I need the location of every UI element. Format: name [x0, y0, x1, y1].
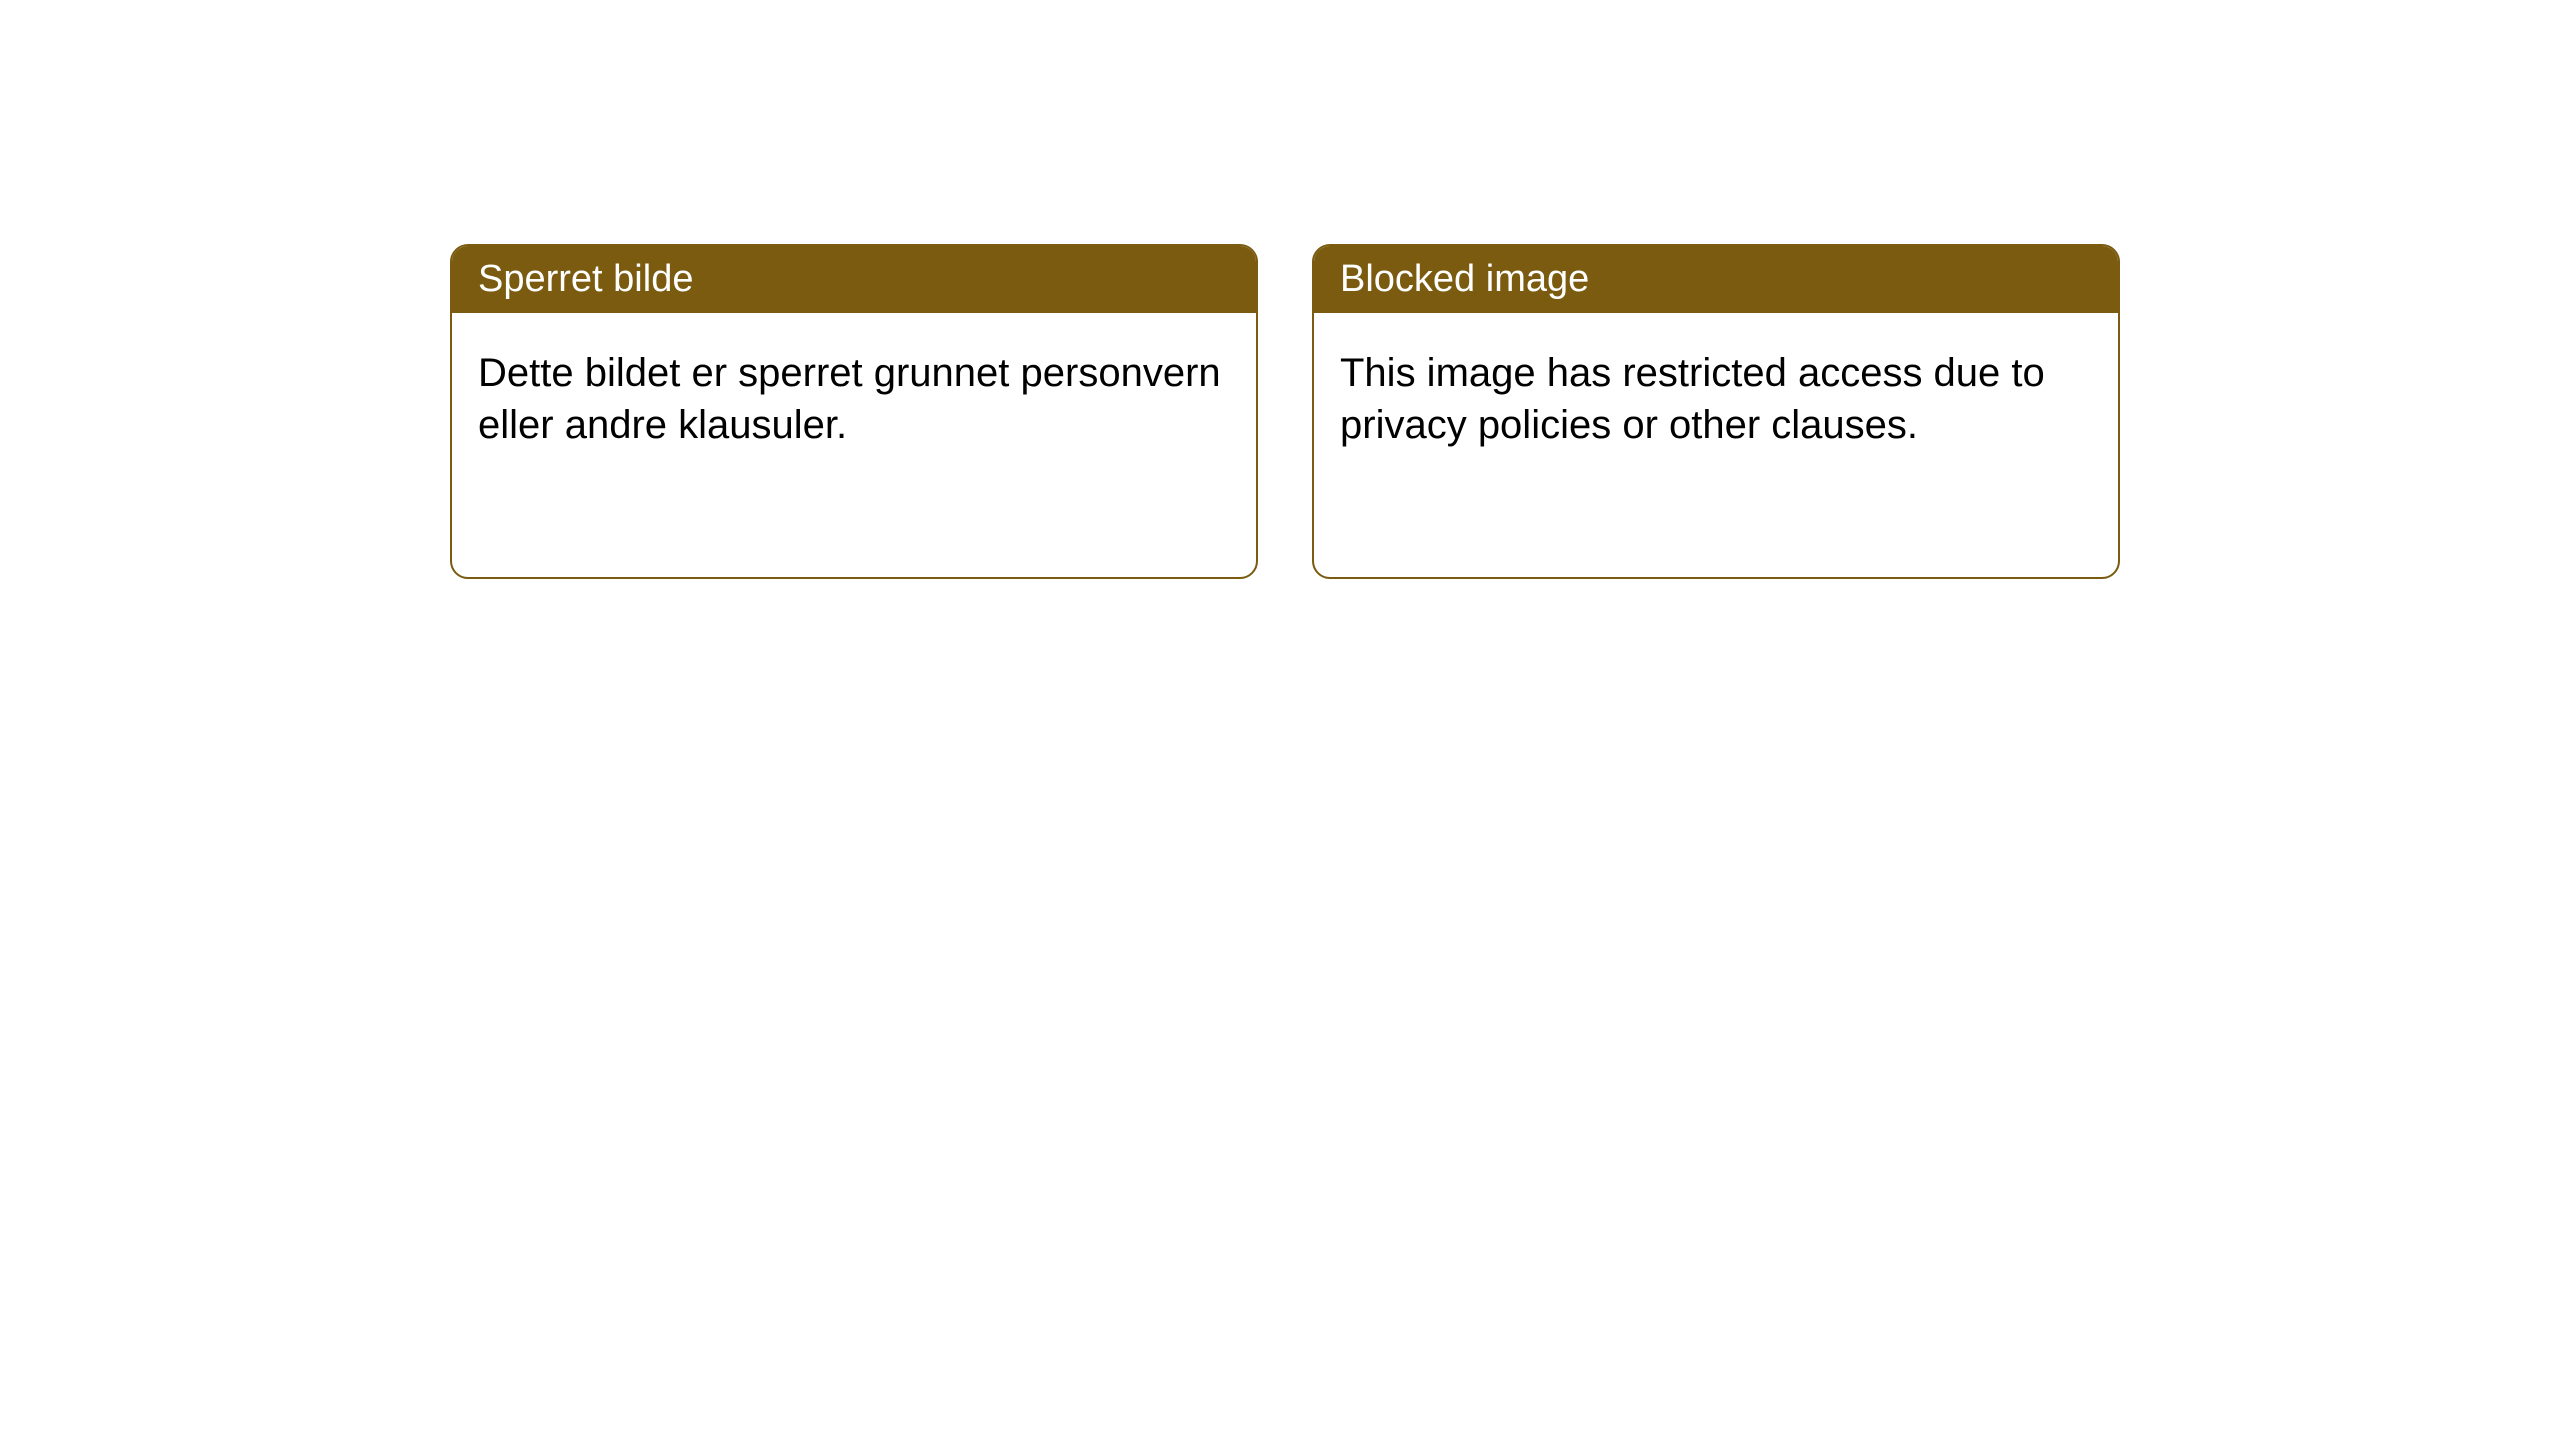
notice-header-norwegian: Sperret bilde: [452, 246, 1256, 313]
notice-card-norwegian: Sperret bilde Dette bildet er sperret gr…: [450, 244, 1258, 579]
notice-container: Sperret bilde Dette bildet er sperret gr…: [450, 244, 2120, 579]
notice-header-english: Blocked image: [1314, 246, 2118, 313]
notice-body-norwegian: Dette bildet er sperret grunnet personve…: [452, 313, 1256, 485]
notice-card-english: Blocked image This image has restricted …: [1312, 244, 2120, 579]
notice-body-english: This image has restricted access due to …: [1314, 313, 2118, 485]
